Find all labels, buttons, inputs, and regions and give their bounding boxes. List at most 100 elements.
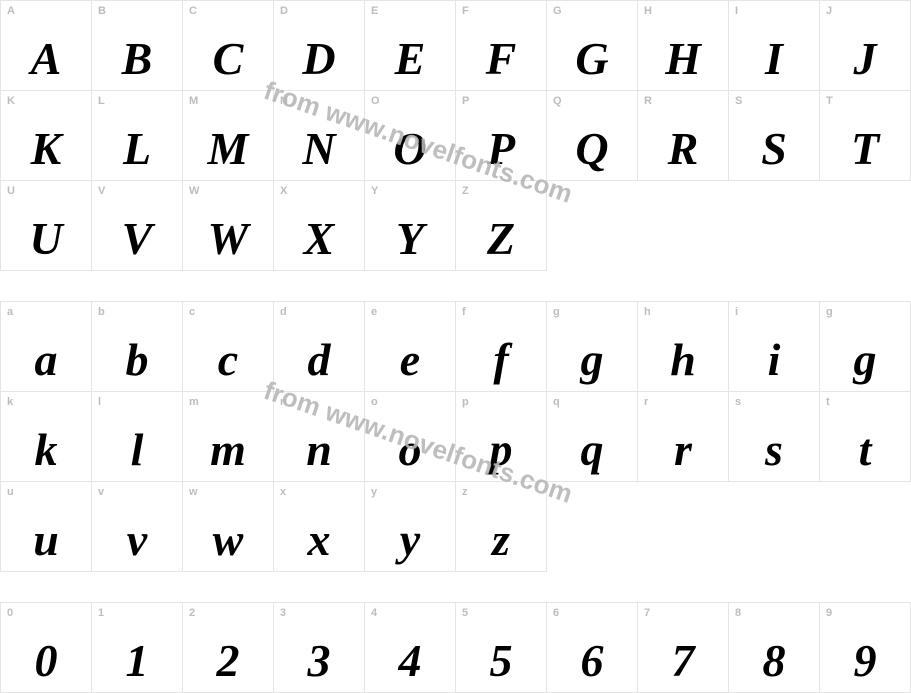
glyph-cell: mm [183, 392, 274, 482]
glyph-label: r [644, 396, 648, 408]
glyph-label: y [371, 486, 377, 498]
glyph-cell: UU [1, 181, 92, 271]
glyph-cell: BB [92, 1, 183, 91]
glyph-display: O [365, 126, 455, 172]
glyph-display: o [365, 427, 455, 473]
glyph-display: G [547, 36, 637, 82]
glyph-label: Y [371, 185, 378, 197]
glyph-display: 4 [365, 638, 455, 684]
glyph-display: q [547, 427, 637, 473]
glyph-display: z [456, 517, 546, 563]
glyph-label: o [371, 396, 378, 408]
glyph-label: H [644, 5, 652, 17]
glyph-label: G [553, 5, 562, 17]
glyph-label: m [189, 396, 199, 408]
glyph-display: g [547, 337, 637, 383]
glyph-label: 0 [7, 607, 13, 619]
glyph-display: H [638, 36, 728, 82]
glyph-label: n [280, 396, 287, 408]
glyph-display: R [638, 126, 728, 172]
glyph-label: 6 [553, 607, 559, 619]
glyph-cell: bb [92, 302, 183, 392]
glyph-label: U [7, 185, 15, 197]
glyph-cell: 66 [547, 603, 638, 693]
glyph-display: K [1, 126, 91, 172]
glyph-label: p [462, 396, 469, 408]
glyph-display: n [274, 427, 364, 473]
glyph-cell: EE [365, 1, 456, 91]
glyph-cell [729, 482, 820, 572]
glyph-cell: ZZ [456, 181, 547, 271]
glyph-cell: uu [1, 482, 92, 572]
glyph-label: F [462, 5, 469, 17]
glyph-display: 2 [183, 638, 273, 684]
glyph-display: 3 [274, 638, 364, 684]
glyph-label: i [735, 306, 738, 318]
glyph-cell: ss [729, 392, 820, 482]
glyph-cell [638, 482, 729, 572]
glyph-cell [638, 181, 729, 271]
glyph-display: M [183, 126, 273, 172]
glyph-cell: 88 [729, 603, 820, 693]
glyph-display: v [92, 517, 182, 563]
glyph-display: p [456, 427, 546, 473]
glyph-display: T [820, 126, 910, 172]
glyph-label: z [462, 486, 468, 498]
glyph-display: g [820, 337, 910, 383]
glyph-label: 5 [462, 607, 468, 619]
glyph-display: m [183, 427, 273, 473]
glyph-cell: cc [183, 302, 274, 392]
glyph-cell [820, 482, 911, 572]
glyph-cell: PP [456, 91, 547, 181]
glyph-cell: MM [183, 91, 274, 181]
glyph-display: x [274, 517, 364, 563]
glyph-cell: nn [274, 392, 365, 482]
glyph-cell: ee [365, 302, 456, 392]
glyph-cell: QQ [547, 91, 638, 181]
glyph-cell: hh [638, 302, 729, 392]
section-spacer [0, 271, 911, 301]
glyph-display: a [1, 337, 91, 383]
glyph-label: a [7, 306, 13, 318]
glyph-cell: pp [456, 392, 547, 482]
glyph-label: Q [553, 95, 562, 107]
glyph-label: S [735, 95, 742, 107]
glyph-cell: YY [365, 181, 456, 271]
glyph-label: B [98, 5, 106, 17]
glyph-cell [729, 181, 820, 271]
glyph-display: y [365, 517, 455, 563]
glyph-display: c [183, 337, 273, 383]
glyph-label: q [553, 396, 560, 408]
glyph-cell: OO [365, 91, 456, 181]
glyph-cell: aa [1, 302, 92, 392]
glyph-display: 7 [638, 638, 728, 684]
glyph-display: d [274, 337, 364, 383]
glyph-label: 4 [371, 607, 377, 619]
glyph-label: d [280, 306, 287, 318]
glyph-display: I [729, 36, 819, 82]
glyph-cell: LL [92, 91, 183, 181]
glyph-cell: ii [729, 302, 820, 392]
glyph-display: S [729, 126, 819, 172]
glyph-cell: WW [183, 181, 274, 271]
glyph-cell: 44 [365, 603, 456, 693]
glyph-display: e [365, 337, 455, 383]
glyph-display: E [365, 36, 455, 82]
glyph-label: L [98, 95, 105, 107]
glyph-label: W [189, 185, 199, 197]
glyph-cell [547, 181, 638, 271]
glyph-label: 9 [826, 607, 832, 619]
glyph-display: V [92, 216, 182, 262]
glyph-display: L [92, 126, 182, 172]
glyph-cell: zz [456, 482, 547, 572]
glyph-label: 7 [644, 607, 650, 619]
glyph-cell: gg [547, 302, 638, 392]
glyph-cell: yy [365, 482, 456, 572]
glyph-cell: GG [547, 1, 638, 91]
glyph-cell: KK [1, 91, 92, 181]
glyph-cell: xx [274, 482, 365, 572]
glyph-label: h [644, 306, 651, 318]
glyph-cell: FF [456, 1, 547, 91]
glyph-cell: XX [274, 181, 365, 271]
glyph-display: h [638, 337, 728, 383]
